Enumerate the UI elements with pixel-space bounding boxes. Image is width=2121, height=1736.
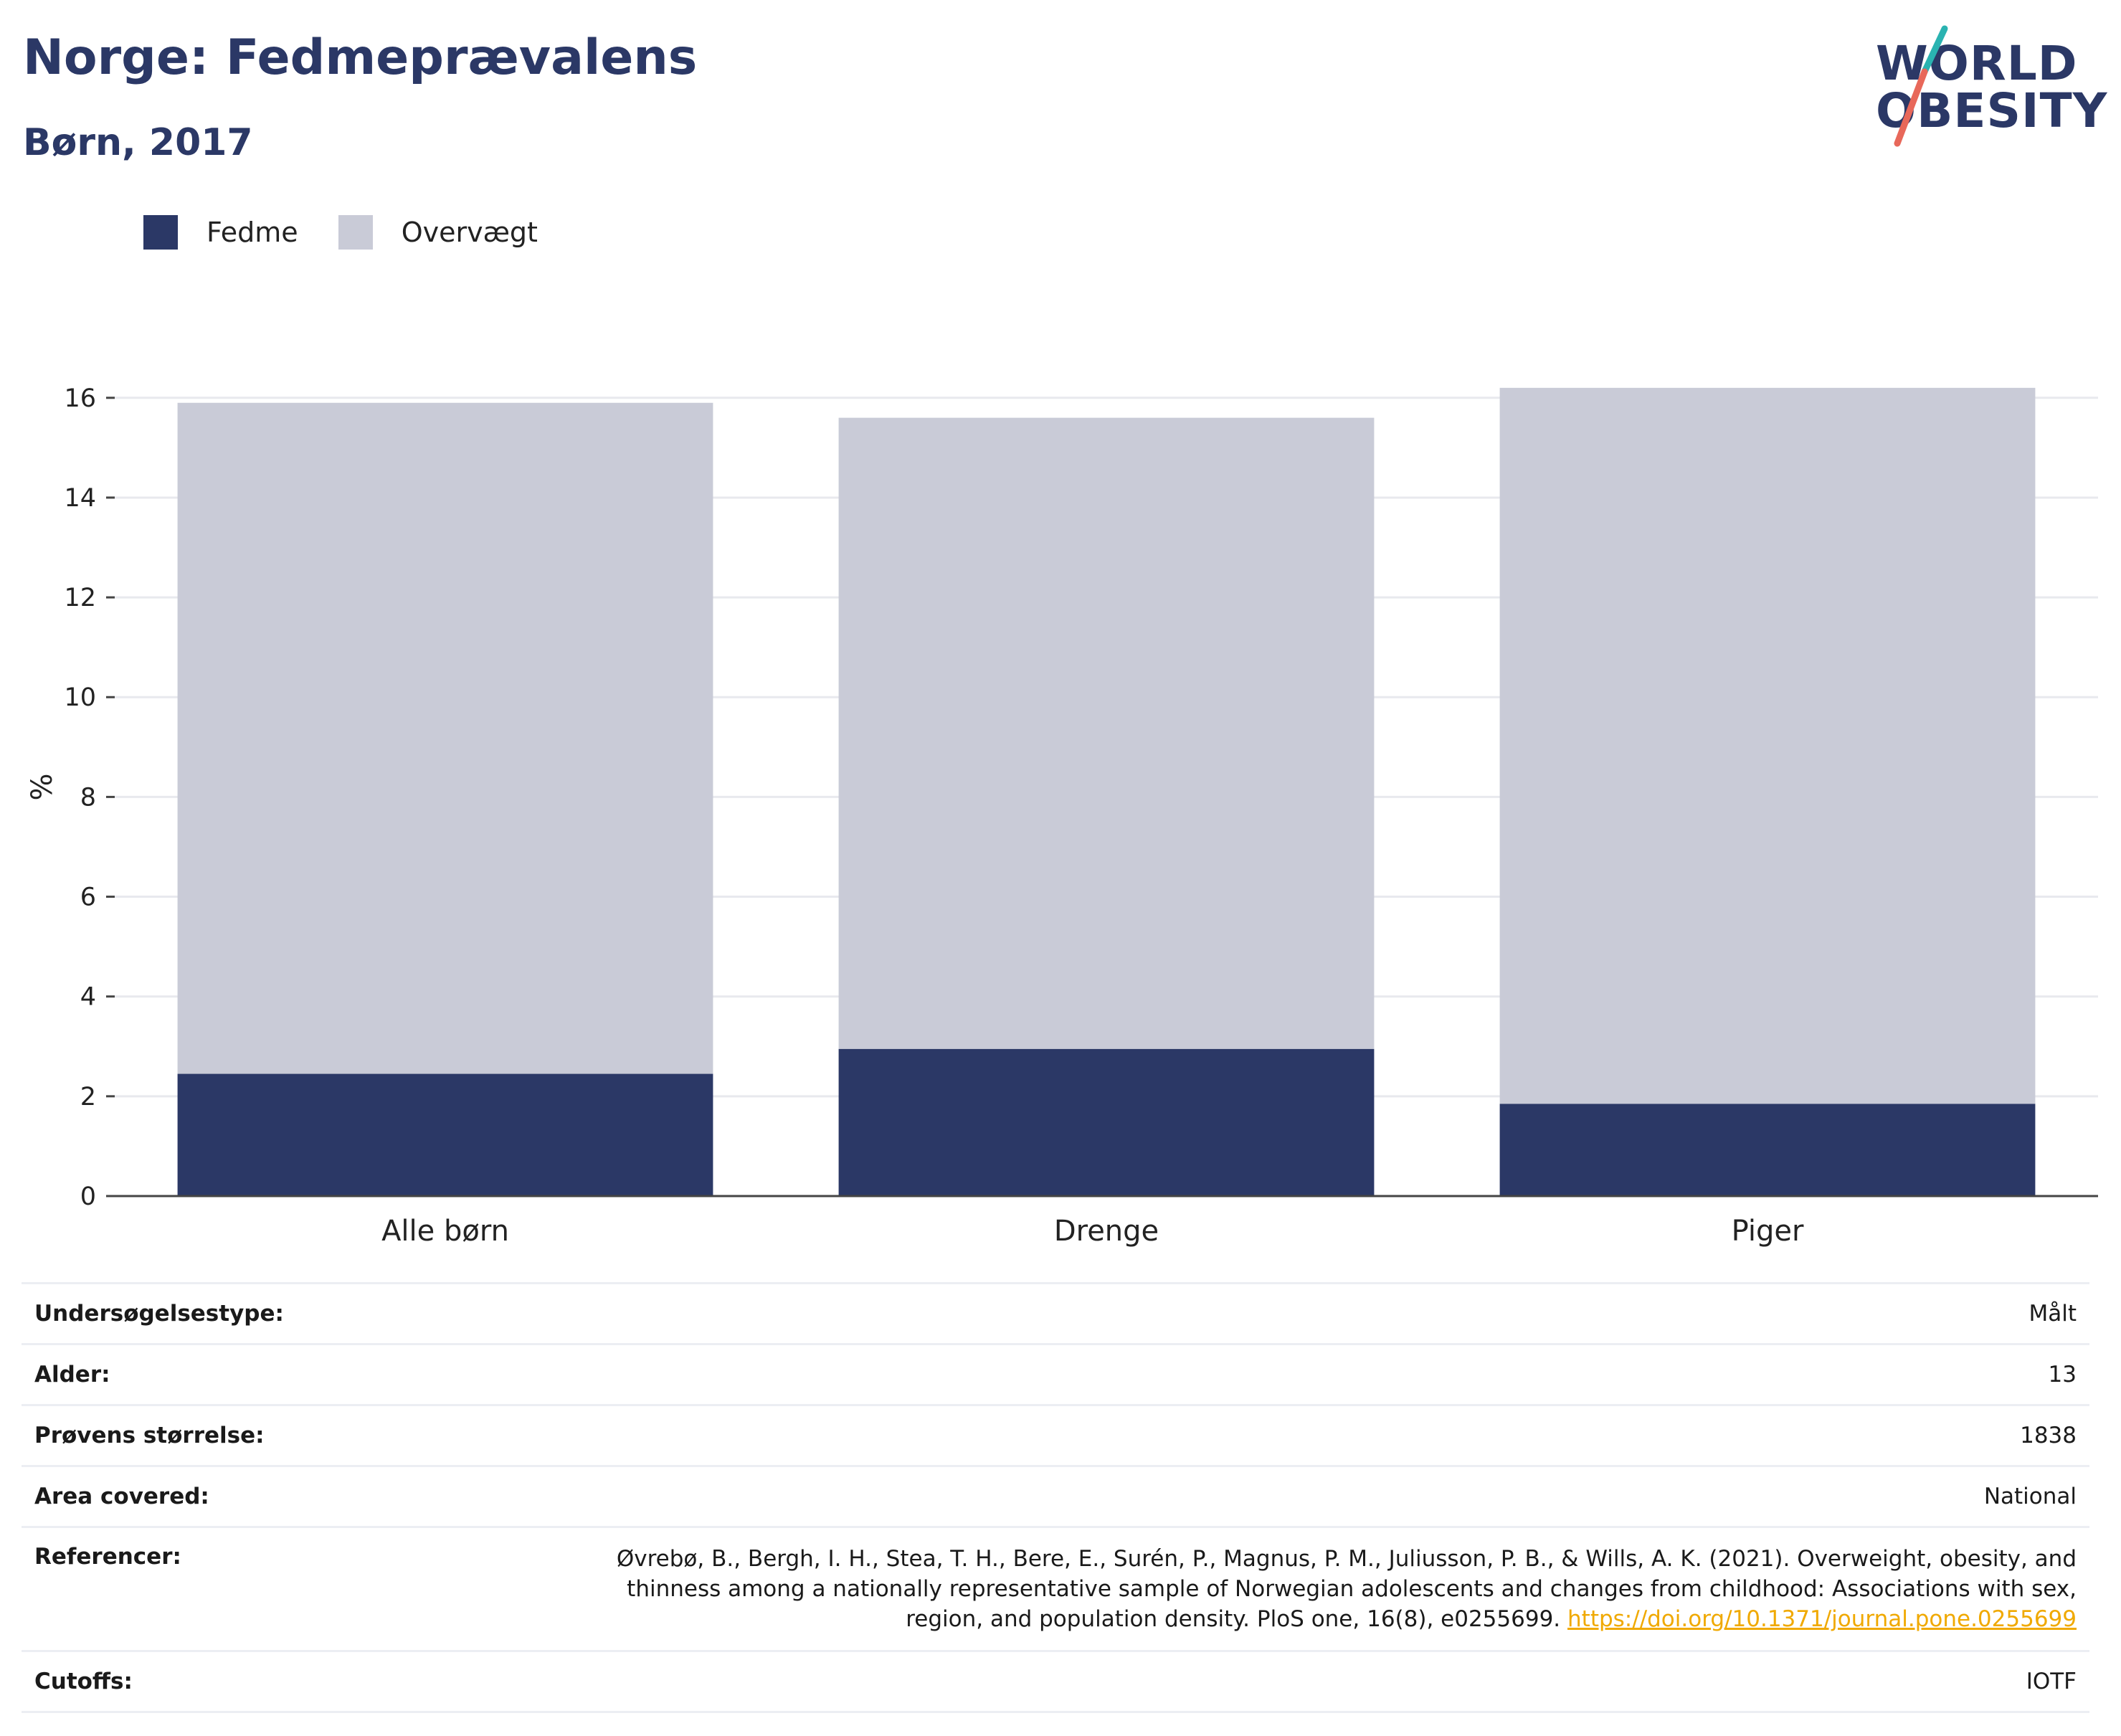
x-tick-label: Piger	[1732, 1215, 1804, 1248]
info-row-survey-type: Undersøgelsestype: Målt	[22, 1283, 2089, 1344]
info-value: Målt	[2029, 1301, 2077, 1327]
info-row-references: Referencer: Øvrebø, B., Bergh, I. H., St…	[22, 1527, 2089, 1651]
y-tick-label: 2	[80, 1083, 96, 1111]
info-row-sample-size: Prøvens størrelse: 1838	[22, 1405, 2089, 1466]
info-value-references: Øvrebø, B., Bergh, I. H., Stea, T. H., B…	[549, 1527, 2089, 1651]
info-row-cutoffs: Cutoffs: IOTF	[22, 1651, 2089, 1712]
page-title: Norge: Fedmeprævalens	[23, 29, 698, 86]
reference-text-line: Øvrebø, B., Bergh, I. H., Stea, T. H., B…	[616, 1546, 2077, 1572]
reference-doi-link[interactable]: https://doi.org/10.1371/journal.pone.025…	[1567, 1606, 2077, 1632]
info-value: IOTF	[2026, 1669, 2077, 1694]
legend-label-overvaegt: Overvægt	[401, 217, 538, 248]
x-tick-label: Alle børn	[381, 1215, 509, 1248]
x-tick-label: Drenge	[1054, 1215, 1159, 1248]
info-value: 1838	[2020, 1423, 2077, 1448]
info-key: Cutoffs:	[34, 1669, 133, 1694]
legend-item-overvaegt[interactable]: Overvægt	[338, 215, 538, 250]
y-axis-label: %	[26, 773, 59, 800]
bar-overvaegt	[177, 402, 713, 1074]
y-tick-label: 4	[80, 983, 96, 1012]
info-value: National	[1983, 1484, 2077, 1509]
reference-text: region, and population density. PloS one…	[906, 1606, 1561, 1632]
info-key: Alder:	[34, 1362, 110, 1388]
bar-overvaegt	[838, 417, 1375, 1049]
bar-fedme	[838, 1048, 1375, 1196]
info-row-age: Alder: 13	[22, 1344, 2089, 1405]
info-row-area-covered: Area covered: National	[22, 1466, 2089, 1527]
bar-overvaegt	[1499, 387, 2036, 1104]
legend-label-fedme: Fedme	[207, 217, 298, 248]
stacked-bar-chart: 0 2 4 6 8 10 12 14 16% Alle børn Drenge Piger	[26, 384, 2098, 1248]
y-tick-label: 16	[64, 384, 96, 413]
logo-slash-icon	[1894, 25, 1948, 147]
info-key: Area covered:	[34, 1484, 209, 1509]
legend-swatch-overvaegt	[338, 215, 373, 250]
bar-fedme	[177, 1073, 713, 1196]
y-tick-label: 12	[64, 584, 96, 612]
info-value: 13	[2048, 1362, 2077, 1388]
y-tick-label: 10	[64, 683, 96, 712]
bar-fedme	[1499, 1104, 2036, 1196]
info-key: Prøvens størrelse:	[34, 1423, 265, 1448]
y-tick-label: 0	[80, 1182, 96, 1211]
legend-swatch-fedme	[143, 215, 178, 250]
chart-legend: Fedme Overvægt	[143, 214, 578, 251]
reference-text-line: thinness among a nationally representati…	[627, 1576, 2077, 1602]
info-key: Referencer:	[34, 1544, 181, 1570]
y-tick-label: 14	[64, 484, 96, 513]
page-subtitle: Børn, 2017	[23, 121, 253, 164]
world-obesity-logo: WORLD OBESITY	[1864, 22, 2108, 158]
y-tick-label: 6	[80, 883, 96, 912]
reference-text-line-last: region, and population density. PloS one…	[562, 1604, 2077, 1634]
logo-text-line1: WORLD	[1876, 36, 2078, 91]
y-tick-label: 8	[80, 783, 96, 812]
info-table: Undersøgelsestype: Målt Alder: 13 Prøven…	[22, 1282, 2089, 1713]
info-key: Undersøgelsestype:	[34, 1301, 284, 1327]
legend-item-fedme[interactable]: Fedme	[143, 215, 298, 250]
